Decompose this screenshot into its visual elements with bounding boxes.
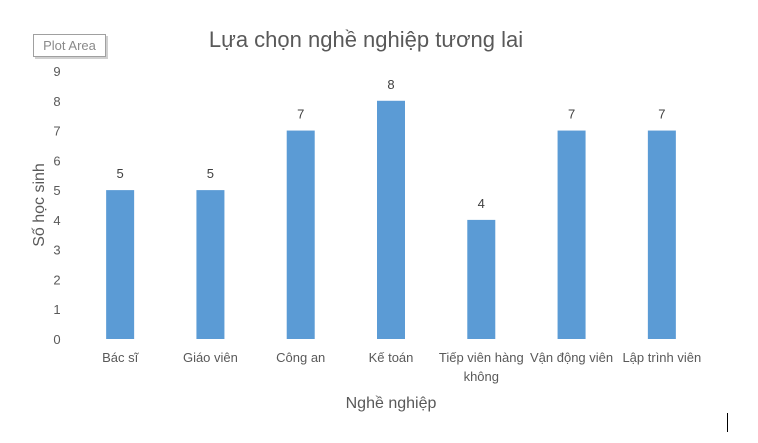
- bar[interactable]: [106, 190, 135, 339]
- x-tick-label: Lập trình viên: [622, 350, 701, 365]
- data-label: 7: [297, 107, 304, 122]
- plot-area-tooltip: Plot Area: [33, 34, 106, 57]
- bar[interactable]: [286, 130, 315, 339]
- bar[interactable]: [196, 190, 225, 339]
- y-tick-label: 9: [53, 64, 60, 79]
- data-label: 5: [117, 166, 124, 181]
- data-label: 7: [658, 107, 665, 122]
- chart-title: Lựa chọn nghề nghiệp tương lai: [209, 27, 523, 52]
- x-tick-label: Tiếp viên hàng không: [439, 350, 524, 384]
- x-tick-label: Bác sĩ: [102, 350, 140, 365]
- y-axis-title: Số học sinh: [31, 163, 48, 247]
- data-label: 8: [387, 77, 394, 92]
- y-tick-label: 4: [53, 213, 60, 228]
- y-tick-label: 2: [53, 272, 60, 287]
- data-label: 7: [568, 107, 575, 122]
- bar[interactable]: [377, 100, 405, 340]
- x-axis-title: Nghề nghiệp: [346, 395, 437, 412]
- x-tick-label: Kế toán: [369, 350, 414, 365]
- y-tick-label: 0: [53, 332, 60, 347]
- x-tick-label: Công an: [276, 350, 325, 365]
- x-tick-label: Vận động viên: [530, 350, 613, 365]
- data-label: 5: [207, 166, 214, 181]
- y-tick-label: 1: [53, 302, 60, 317]
- bar[interactable]: [557, 130, 586, 339]
- data-label: 4: [478, 196, 485, 211]
- x-tick-label: Giáo viên: [183, 350, 238, 365]
- bar[interactable]: [467, 219, 496, 339]
- text-cursor: [727, 413, 728, 432]
- bar[interactable]: [647, 130, 676, 339]
- y-tick-label: 5: [53, 183, 60, 198]
- y-tick-label: 3: [53, 243, 60, 258]
- y-tick-label: 6: [53, 153, 60, 168]
- y-tick-label: 8: [53, 94, 60, 109]
- y-tick-label: 7: [53, 124, 60, 139]
